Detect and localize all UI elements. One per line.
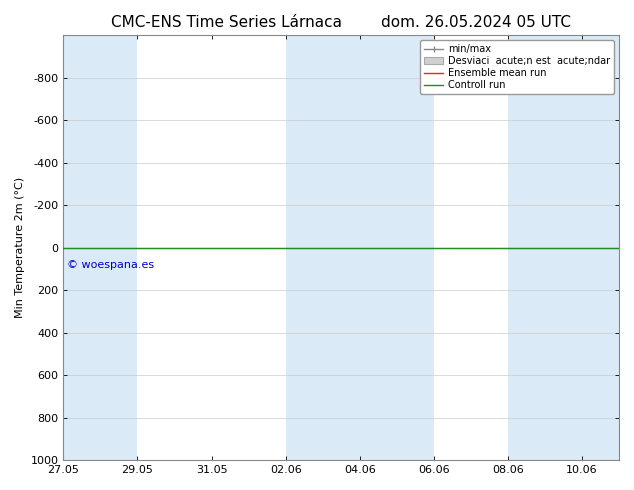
Bar [508,35,619,460]
Title: CMC-ENS Time Series Lárnaca        dom. 26.05.2024 05 UTC: CMC-ENS Time Series Lárnaca dom. 26.05.2… [111,15,571,30]
Text: © woespana.es: © woespana.es [67,261,154,270]
Bar [63,35,138,460]
Bar [286,35,359,460]
Y-axis label: Min Temperature 2m (°C): Min Temperature 2m (°C) [15,177,25,318]
Legend: min/max, Desviaci  acute;n est  acute;ndar, Ensemble mean run, Controll run: min/max, Desviaci acute;n est acute;ndar… [420,40,614,94]
Bar [359,35,434,460]
